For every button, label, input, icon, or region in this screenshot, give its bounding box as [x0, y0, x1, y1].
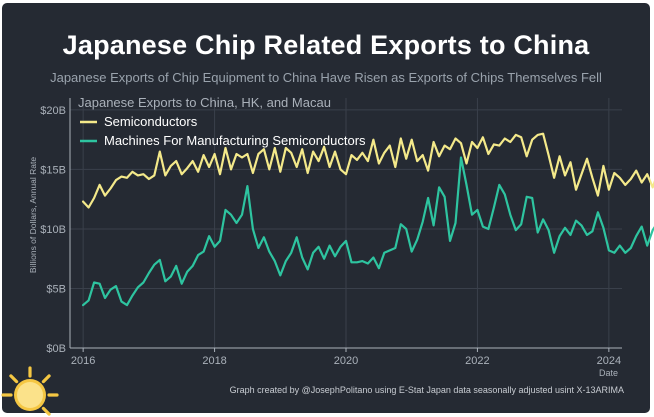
y-tick-label: $10B [40, 224, 66, 236]
chart-subtitle: Japanese Exports of Chip Equipment to Ch… [50, 70, 602, 85]
y-axis-label: Billions of Dollars, Annual Rate [28, 157, 38, 274]
chart-card: Japanese Chip Related Exports to China J… [2, 3, 650, 413]
legend-title: Japanese Exports to China, HK, and Macau [78, 95, 331, 110]
y-tick-label: $20B [40, 105, 66, 117]
x-tick-label: 2022 [465, 355, 489, 367]
chart-title: Japanese Chip Related Exports to China [62, 30, 590, 60]
legend-label: Machines For Manufacturing Semiconductor… [104, 133, 366, 148]
sun-logo-icon [1, 366, 59, 416]
x-tick-label: 2020 [334, 355, 358, 367]
x-axis-label: Date [599, 368, 618, 378]
x-tick-label: 2024 [597, 355, 621, 367]
series-line-2 [81, 156, 654, 307]
legend-label: Semiconductors [104, 114, 198, 129]
series-line-1 [81, 132, 654, 209]
x-tick-label: 2016 [71, 355, 95, 367]
y-tick-label: $0B [46, 343, 66, 355]
x-tick-label: 2018 [202, 355, 226, 367]
y-tick-label: $15B [40, 164, 66, 176]
y-tick-label: $5B [46, 283, 66, 295]
source-credit: Graph created by @JosephPolitano using E… [229, 385, 624, 395]
